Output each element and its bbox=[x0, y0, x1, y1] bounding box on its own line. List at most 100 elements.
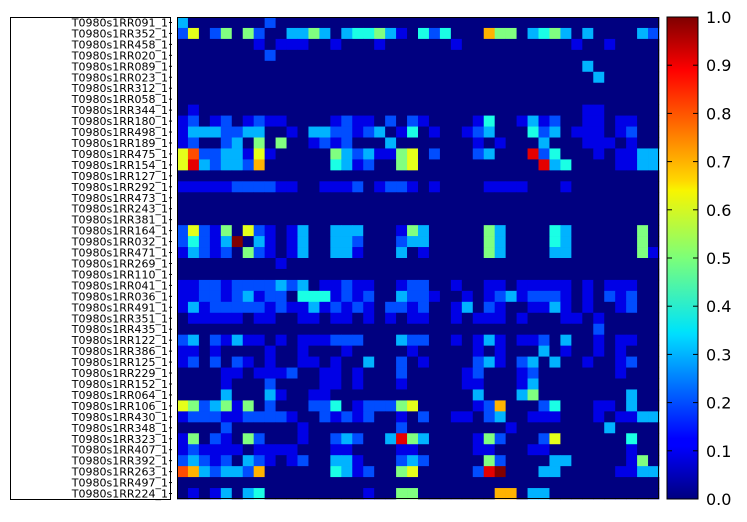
heatmap-cell bbox=[648, 258, 660, 270]
heatmap-cell bbox=[604, 49, 616, 62]
heatmap-cell bbox=[439, 323, 452, 336]
heatmap-cell bbox=[549, 477, 561, 489]
heatmap-cell bbox=[582, 400, 594, 412]
heatmap-cell bbox=[560, 312, 572, 325]
heatmap-cell bbox=[582, 115, 594, 127]
heatmap-cell bbox=[505, 466, 517, 478]
heatmap-cell bbox=[187, 400, 200, 412]
heatmap-cell bbox=[187, 301, 200, 314]
heatmap-cell bbox=[275, 93, 287, 105]
heatmap-cell bbox=[527, 433, 539, 445]
heatmap-cell bbox=[385, 236, 397, 248]
heatmap-cell bbox=[604, 104, 616, 116]
heatmap-cell bbox=[439, 345, 452, 357]
heatmap-cell bbox=[472, 334, 485, 346]
heatmap-cell bbox=[198, 400, 211, 412]
heatmap-cell bbox=[242, 444, 255, 456]
heatmap-cell bbox=[330, 279, 342, 292]
heatmap-cell bbox=[648, 400, 660, 412]
heatmap-cell bbox=[363, 290, 375, 303]
heatmap-cell bbox=[428, 170, 441, 182]
heatmap-cell bbox=[187, 334, 200, 346]
heatmap-cell bbox=[319, 104, 331, 116]
heatmap-cell bbox=[385, 268, 397, 281]
heatmap-cell bbox=[560, 345, 572, 357]
heatmap-cell bbox=[209, 137, 222, 149]
heatmap-cell bbox=[494, 49, 506, 62]
heatmap-cell bbox=[538, 400, 550, 412]
heatmap-cell bbox=[505, 477, 517, 489]
heatmap-cell bbox=[231, 192, 244, 204]
heatmap-cell bbox=[560, 356, 572, 368]
heatmap-cell bbox=[439, 488, 452, 500]
heatmap-cell bbox=[396, 400, 408, 412]
heatmap-cell bbox=[407, 389, 419, 401]
heatmap-cell bbox=[352, 301, 364, 314]
heatmap-cell bbox=[231, 290, 244, 303]
heatmap-cell bbox=[231, 378, 244, 390]
heatmap-cell bbox=[461, 181, 474, 193]
heatmap-cell bbox=[527, 159, 539, 171]
heatmap-cell bbox=[593, 301, 605, 314]
heatmap-cell bbox=[220, 137, 233, 149]
heatmap-cell bbox=[253, 225, 265, 237]
heatmap-cell bbox=[439, 71, 452, 84]
heatmap-cell bbox=[604, 433, 616, 445]
heatmap-cell bbox=[461, 279, 474, 292]
heatmap-cell bbox=[560, 323, 572, 336]
heatmap-cell bbox=[308, 258, 320, 270]
heatmap-cell bbox=[385, 60, 397, 73]
heatmap-cell bbox=[407, 268, 419, 281]
heatmap-cell bbox=[637, 323, 649, 336]
heatmap-cell bbox=[352, 312, 364, 325]
heatmap-cell bbox=[560, 411, 572, 423]
heatmap-cell bbox=[187, 71, 200, 84]
heatmap-cell bbox=[220, 247, 233, 259]
heatmap-cell bbox=[198, 148, 211, 160]
heatmap-cell bbox=[626, 345, 638, 357]
heatmap-cell bbox=[177, 422, 189, 434]
heatmap-cell bbox=[341, 334, 353, 346]
heatmap-cell bbox=[297, 301, 309, 314]
row-label: T0980s1RR164_1 bbox=[71, 225, 168, 238]
heatmap-cell bbox=[439, 192, 452, 204]
heatmap-cell bbox=[593, 115, 605, 127]
heatmap-cell bbox=[286, 126, 298, 138]
heatmap-cell bbox=[439, 247, 452, 259]
heatmap-cell bbox=[549, 192, 561, 204]
heatmap-cell bbox=[472, 455, 485, 467]
heatmap-cell bbox=[538, 181, 550, 193]
heatmap-cell bbox=[626, 148, 638, 160]
heatmap-cell bbox=[637, 148, 649, 160]
heatmap-cell bbox=[428, 466, 441, 478]
heatmap-cell bbox=[483, 236, 496, 248]
heatmap-cell bbox=[363, 126, 375, 138]
heatmap-cell bbox=[615, 488, 627, 500]
heatmap-cell bbox=[450, 93, 463, 105]
colorbar-tick-label: 0.9 bbox=[706, 56, 731, 75]
heatmap-cell bbox=[286, 323, 298, 336]
heatmap-cell bbox=[177, 466, 189, 478]
heatmap-cell bbox=[615, 104, 627, 116]
heatmap-cell bbox=[374, 466, 386, 478]
heatmap-cell bbox=[560, 214, 572, 226]
heatmap-cell bbox=[297, 104, 309, 116]
heatmap-cell bbox=[582, 192, 594, 204]
heatmap-cell bbox=[319, 367, 331, 379]
heatmap-cell bbox=[538, 268, 550, 281]
row-label: T0980s1RR475_1 bbox=[71, 148, 168, 161]
heatmap-cell bbox=[450, 312, 463, 325]
heatmap-cell bbox=[198, 203, 211, 215]
heatmap-cell bbox=[505, 192, 517, 204]
heatmap-cell bbox=[505, 170, 517, 182]
heatmap-cell bbox=[385, 71, 397, 84]
heatmap-cell bbox=[428, 225, 441, 237]
heatmap-cell bbox=[648, 488, 660, 500]
heatmap-cell bbox=[450, 279, 463, 292]
heatmap-cell bbox=[527, 466, 539, 478]
heatmap-cell bbox=[461, 38, 474, 51]
heatmap-cell bbox=[242, 334, 255, 346]
heatmap-cell bbox=[341, 389, 353, 401]
heatmap-cell bbox=[626, 411, 638, 423]
heatmap-cell bbox=[341, 301, 353, 314]
